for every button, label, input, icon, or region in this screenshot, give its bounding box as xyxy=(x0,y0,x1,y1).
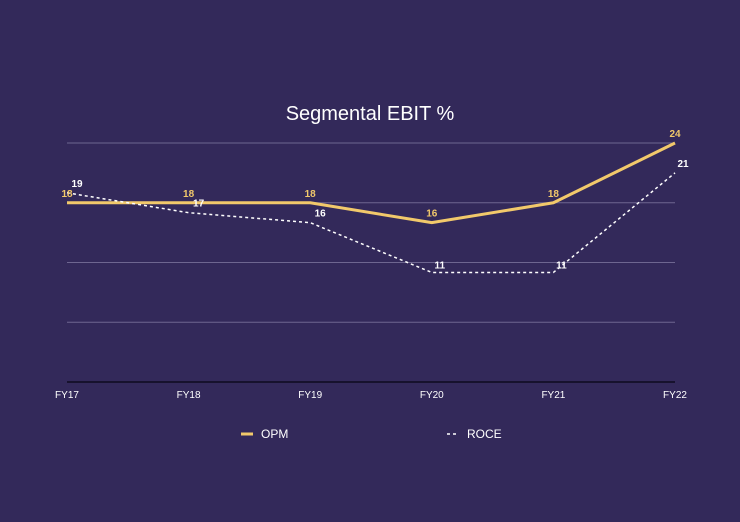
x-tick-label: FY20 xyxy=(420,390,444,401)
series-line-opm xyxy=(67,141,676,225)
data-labels: 18 18 18 16 18 24 19 17 16 11 11 21 xyxy=(61,129,689,271)
data-label-roce: 19 xyxy=(71,179,83,190)
chart-title: Segmental EBIT % xyxy=(286,103,455,125)
data-label-opm: 18 xyxy=(61,189,73,200)
x-axis: FY17 FY18 FY19 FY20 FY21 FY22 xyxy=(55,381,687,401)
data-label-opm: 18 xyxy=(305,189,317,200)
series-line-roce xyxy=(66,172,676,274)
data-label-opm: 18 xyxy=(548,189,560,200)
x-tick-label: FY21 xyxy=(541,390,565,401)
x-tick-label: FY18 xyxy=(177,390,201,401)
data-label-roce: 16 xyxy=(315,209,327,220)
data-label-opm: 18 xyxy=(183,189,195,200)
data-label-opm: 24 xyxy=(669,129,681,140)
data-label-opm: 16 xyxy=(426,209,438,220)
legend: OPM ROCE xyxy=(241,427,502,441)
series-lines xyxy=(66,141,676,274)
legend-label-opm: OPM xyxy=(261,427,288,441)
x-tick-label: FY22 xyxy=(663,390,687,401)
data-label-roce: 11 xyxy=(435,260,446,271)
data-label-roce: 11 xyxy=(556,260,567,271)
x-tick-label: FY17 xyxy=(55,390,79,401)
data-label-roce: 17 xyxy=(193,199,205,210)
x-tick-label: FY19 xyxy=(298,390,322,401)
data-label-roce: 21 xyxy=(677,159,689,170)
legend-label-roce: ROCE xyxy=(467,427,502,441)
gridlines xyxy=(67,142,675,323)
